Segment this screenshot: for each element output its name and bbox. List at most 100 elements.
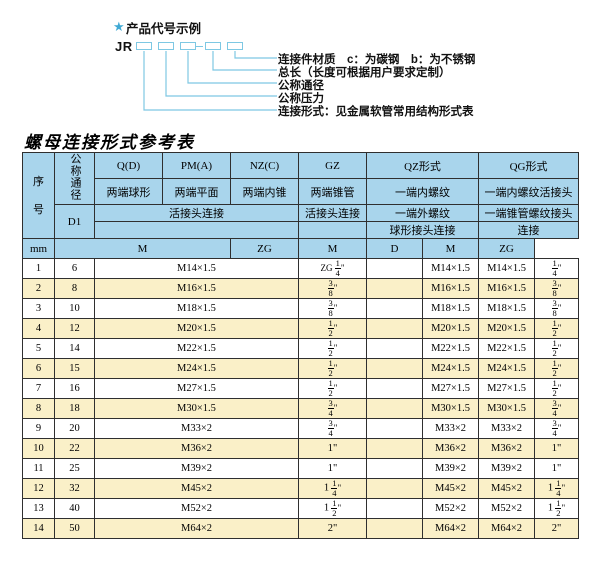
row-thread-m: M39×2: [94, 458, 299, 479]
row-seq: 3: [22, 298, 55, 319]
row-thread-m: M22×1.5: [94, 338, 299, 359]
row-qz-d: M18×1.5: [421, 298, 480, 319]
code-prefix-jr: JR: [115, 39, 133, 54]
row-qg-zg: 1 2 ": [534, 358, 580, 379]
header-row-end-types: 两端球形 两端平面 两端内锥 两端锥管 一端内螺纹 一端内螺纹活接头: [23, 178, 580, 205]
row-qz-d: M22×1.5: [421, 338, 480, 359]
header-conn2-blank-1: [94, 221, 299, 239]
table-row: 9 20 M33×2 3 4 " M33×2 M33×2 3 4 ": [22, 418, 580, 439]
row-dn: 16: [54, 378, 95, 399]
row-thread-m: M52×2: [94, 498, 299, 519]
row-thread-m: M36×2: [94, 438, 299, 459]
row-thread-m: M45×2: [94, 478, 299, 499]
row-seq: 11: [22, 458, 55, 479]
row-qg-m: M16×1.5: [478, 278, 536, 299]
row-qg-m: M64×2: [478, 518, 536, 539]
row-qg-m: M36×2: [478, 438, 536, 459]
row-dn: 22: [54, 438, 95, 459]
row-qz-m: [366, 298, 423, 319]
table-row: 2 8 M16×1.5 3 8 " M16×1.5 M16×1.5 3 8 ": [22, 278, 580, 299]
header-unit-m-qz: M: [298, 238, 367, 259]
header-unit-d-qz: D: [366, 238, 423, 259]
row-qz-m: [366, 418, 423, 439]
row-thread-m: M24×1.5: [94, 358, 299, 379]
annotation-connection-type: 连接形式：见金属软管常用结构形式表: [278, 106, 474, 118]
row-seq: 4: [22, 318, 55, 339]
row-thread-m: M16×1.5: [94, 278, 299, 299]
row-gz-zg: 1 2 ": [298, 378, 367, 399]
row-dn: 40: [54, 498, 95, 519]
table-row: 3 10 M18×1.5 3 8 " M18×1.5 M18×1.5 3 8 ": [22, 298, 580, 319]
table-row: 1 6 M14×1.5 ZG 1 4 " M14×1.5 M14×1.5 1 4 ": [22, 258, 580, 279]
row-dn: 15: [54, 358, 95, 379]
header-end-nzc: 两端内锥: [230, 178, 299, 205]
header-group-code-pma: PM(A): [162, 152, 231, 179]
header-nominal-diameter-d1: D1: [54, 204, 95, 239]
row-qz-d: M33×2: [421, 418, 480, 439]
row-qz-d: M14×1.5: [421, 258, 480, 279]
row-qg-zg: 1 1 4 ": [534, 478, 580, 499]
row-qg-zg: 1 1 2 ": [534, 498, 580, 519]
code-dash: [196, 45, 203, 47]
table-row: 4 12 M20×1.5 1 2 " M20×1.5 M20×1.5 1 2 ": [22, 318, 580, 339]
product-code-diagram: ★ 产品代号示例 JR 连接件材质 c：为碳钢 b：为不锈钢 总长（长度可根据用…: [0, 0, 600, 130]
row-thread-m: M18×1.5: [94, 298, 299, 319]
row-gz-zg: 1 2 ": [298, 358, 367, 379]
row-qz-d: M52×2: [421, 498, 480, 519]
row-dn: 14: [54, 338, 95, 359]
row-dn: 12: [54, 318, 95, 339]
row-seq: 5: [22, 338, 55, 359]
row-qz-m: [366, 498, 423, 519]
star-icon: ★: [113, 19, 125, 34]
row-thread-m: M14×1.5: [94, 258, 299, 279]
row-seq: 6: [22, 358, 55, 379]
row-thread-m: M20×1.5: [94, 318, 299, 339]
row-qg-m: M52×2: [478, 498, 536, 519]
row-qz-m: [366, 438, 423, 459]
row-gz-zg: 3 4 ": [298, 418, 367, 439]
row-qg-zg: 3 8 ": [534, 278, 580, 299]
row-thread-m: M27×1.5: [94, 378, 299, 399]
row-qz-m: [366, 518, 423, 539]
row-dn: 6: [54, 258, 95, 279]
header-conn-union-1: 活接头连接: [94, 204, 299, 222]
row-gz-zg: 3 8 ": [298, 278, 367, 299]
header-group-code-qz: QZ形式: [365, 152, 480, 179]
row-seq: 14: [22, 518, 55, 539]
row-seq: 7: [22, 378, 55, 399]
row-qz-m: [366, 458, 423, 479]
code-box-5: [227, 42, 243, 50]
header-conn2-blank-2: [298, 221, 367, 239]
row-gz-zg: 3 8 ": [298, 298, 367, 319]
row-seq: 2: [22, 278, 55, 299]
code-box-1: [136, 42, 152, 50]
header-row-codes: 序 号 公称通径 Q(D) PM(A) NZ(C) GZ QZ形式 QG形式: [22, 152, 580, 239]
row-dn: 8: [54, 278, 95, 299]
header-unit-mm: mm: [22, 238, 55, 259]
annotation-nominal-bore: 公称通径: [278, 80, 324, 92]
header-conn2-ball: 球形接头连接: [365, 221, 480, 239]
row-gz-zg: 3 4 ": [298, 398, 367, 419]
header-unit-zg-gz: ZG: [230, 238, 299, 259]
header-conn-ext-thread: 一端外螺纹: [365, 204, 480, 222]
header-seq-char-2: 号: [33, 203, 44, 216]
nut-connection-reference-table: 序 号 公称通径 Q(D) PM(A) NZ(C) GZ QZ形式 QG形式 两…: [22, 152, 580, 539]
row-qz-d: M20×1.5: [421, 318, 480, 339]
row-gz-zg: 2": [298, 518, 367, 539]
row-qg-zg: 1": [534, 438, 580, 459]
row-qg-m: M14×1.5: [478, 258, 536, 279]
table-row: 5 14 M22×1.5 1 2 " M22×1.5 M22×1.5 1 2 ": [22, 338, 580, 359]
row-qz-d: M64×2: [421, 518, 480, 539]
table-row: 8 18 M30×1.5 3 4 " M30×1.5 M30×1.5 3 4 ": [22, 398, 580, 419]
row-qg-m: M22×1.5: [478, 338, 536, 359]
table-row: 10 22 M36×2 1" M36×2 M36×2 1": [22, 438, 580, 459]
header-row-connection2: 球形接头连接 连接: [23, 221, 580, 239]
row-qz-m: [366, 318, 423, 339]
header-end-qz: 一端内螺纹: [365, 178, 480, 205]
row-gz-zg: 1 1 2 ": [298, 498, 367, 519]
row-dn: 50: [54, 518, 95, 539]
row-dn: 32: [54, 478, 95, 499]
row-qg-zg: 3 4 ": [534, 418, 580, 439]
row-dn: 18: [54, 398, 95, 419]
header-group-code-qg: QG形式: [478, 152, 580, 179]
